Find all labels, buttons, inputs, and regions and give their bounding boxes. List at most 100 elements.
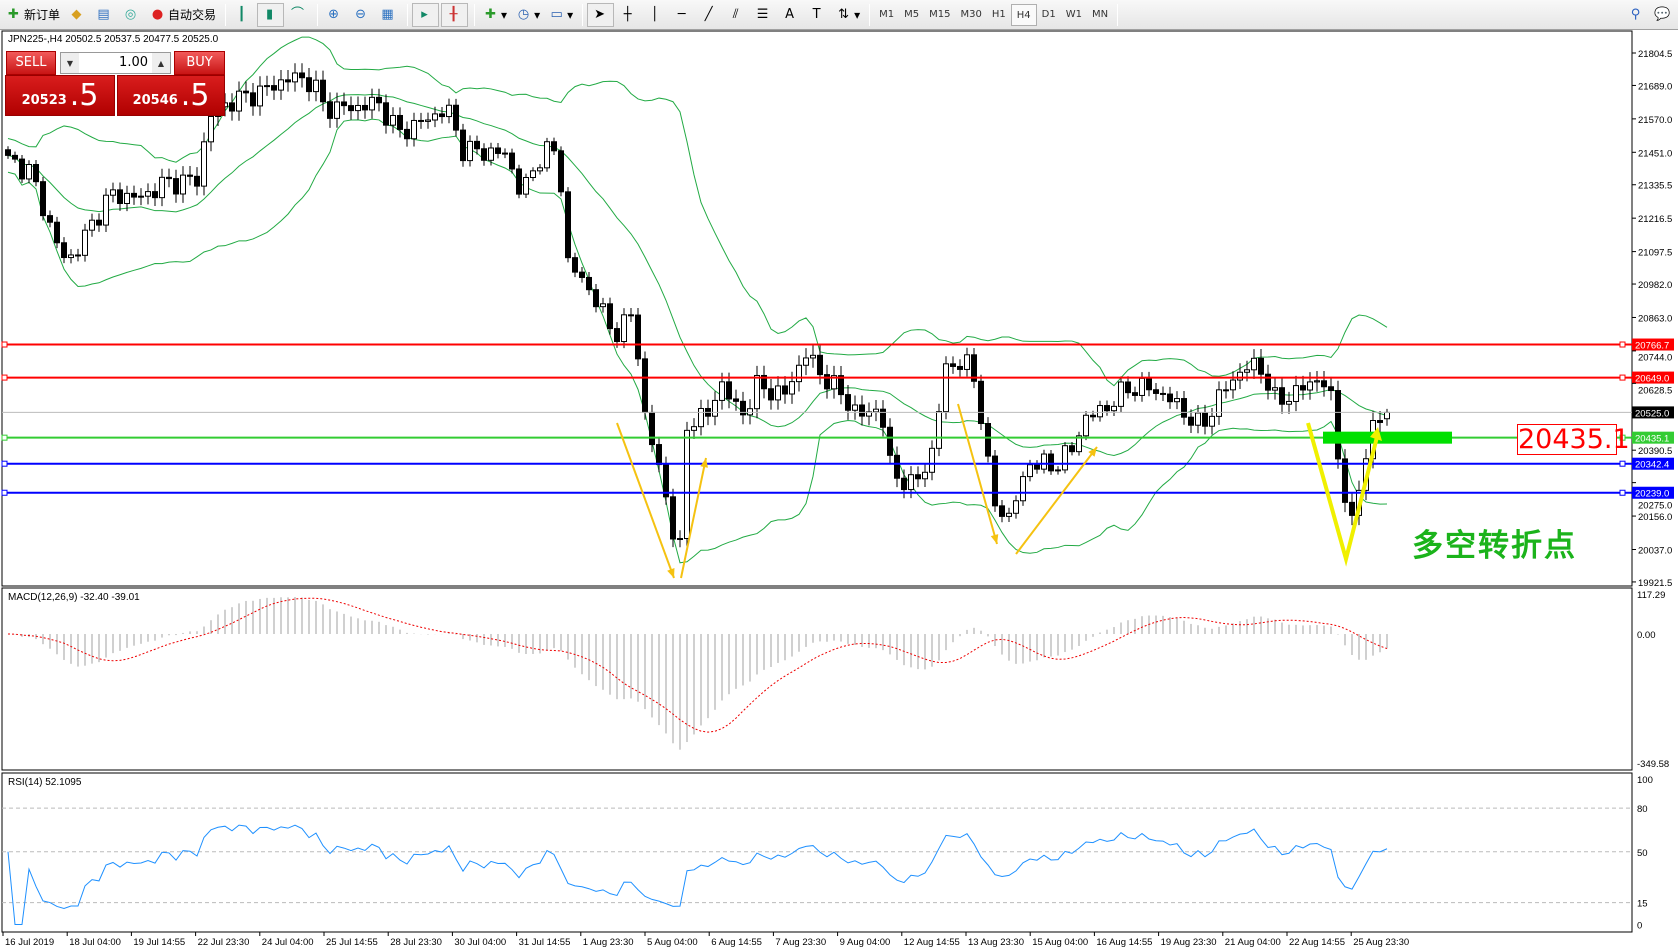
- timeframe-w1[interactable]: W1: [1065, 8, 1082, 20]
- level-handle: [1, 460, 8, 467]
- text-label-button[interactable]: T: [805, 3, 830, 27]
- timeframe-h4[interactable]: H4: [1010, 3, 1037, 26]
- candle: [152, 183, 158, 206]
- buy-price[interactable]: 20546.5: [117, 75, 225, 116]
- navigator-button[interactable]: ▤: [92, 3, 117, 27]
- search-button[interactable]: ⚲: [1624, 3, 1649, 27]
- horizontal-line-button[interactable]: ─: [670, 3, 695, 27]
- candle: [894, 446, 900, 488]
- sell-button[interactable]: SELL: [6, 51, 56, 75]
- bar-chart-button[interactable]: ┃: [230, 3, 255, 27]
- candle-body: [740, 400, 746, 416]
- candle: [684, 421, 690, 547]
- time-label: 31 Jul 14:55: [519, 937, 571, 948]
- candle-body: [866, 411, 872, 417]
- new-order-button[interactable]: ✚ 新订单: [2, 3, 63, 27]
- timeframe-m1[interactable]: M1: [879, 8, 895, 20]
- candle-body: [257, 85, 263, 107]
- candle: [824, 364, 830, 399]
- candle-body: [1216, 389, 1222, 417]
- auto-scroll-button[interactable]: ▸: [412, 2, 440, 27]
- market-watch-button[interactable]: ◆: [65, 3, 90, 27]
- zoom-out-button[interactable]: ⊖: [349, 3, 374, 27]
- line-chart-button[interactable]: ⌒: [286, 3, 311, 27]
- candle-body: [502, 152, 508, 155]
- timeframe-m5[interactable]: M5: [904, 8, 920, 20]
- time-label: 22 Aug 14:55: [1289, 937, 1345, 948]
- trendline-button[interactable]: ╱: [697, 3, 722, 27]
- chat-button[interactable]: 💬: [1651, 3, 1676, 27]
- candle-body: [551, 141, 557, 152]
- fibonacci-button[interactable]: ☰: [751, 3, 776, 27]
- candle-body: [411, 119, 417, 140]
- candle-body: [971, 354, 977, 382]
- candlestick-button[interactable]: ▮: [257, 2, 285, 27]
- candle-body: [495, 147, 501, 154]
- candle-body: [208, 115, 214, 143]
- candle: [593, 283, 599, 313]
- candle: [1314, 370, 1320, 392]
- horizontal-line-icon: ─: [677, 7, 686, 22]
- candle-body: [474, 140, 480, 150]
- candle: [299, 63, 305, 88]
- candle-body: [1244, 369, 1250, 373]
- cursor-button[interactable]: ➤: [587, 2, 615, 27]
- lot-increase-button[interactable]: ▲: [157, 58, 165, 68]
- time-label: 13 Aug 23:30: [968, 937, 1024, 948]
- buy-price-main: 20546: [132, 93, 178, 108]
- sell-price[interactable]: 20523.5: [5, 75, 115, 116]
- candle: [75, 248, 81, 262]
- lot-decrease-button[interactable]: ▼: [66, 58, 74, 68]
- candle-body: [117, 189, 123, 204]
- tile-windows-button[interactable]: ▦: [376, 3, 401, 27]
- rsi-pane: [2, 807, 1632, 925]
- candle-body: [229, 102, 235, 112]
- lot-stepper[interactable]: ▼ 1.00 ▲: [60, 52, 171, 74]
- terminal-button[interactable]: ◎: [119, 3, 144, 27]
- text-button[interactable]: A: [778, 3, 803, 27]
- indicators-button[interactable]: ✚ ▾: [479, 3, 510, 27]
- timeframe-h1[interactable]: H1: [991, 8, 1006, 20]
- candle-body: [194, 175, 200, 187]
- zoom-in-button[interactable]: ⊕: [322, 3, 347, 27]
- time-label: 15 Aug 04:00: [1032, 937, 1088, 948]
- candle-body: [299, 72, 305, 79]
- candle: [1286, 391, 1292, 414]
- timeframe-mn[interactable]: MN: [1091, 8, 1109, 20]
- buy-button[interactable]: BUY: [174, 51, 225, 75]
- candle: [838, 365, 844, 405]
- candle-body: [1223, 389, 1229, 392]
- zoom-out-icon: ⊖: [355, 7, 366, 22]
- crosshair-button[interactable]: ┼: [616, 3, 641, 27]
- arrows-button[interactable]: ⇅ ▾: [832, 3, 863, 27]
- templates-button[interactable]: ▭ ▾: [545, 3, 576, 27]
- lot-input[interactable]: 1.00: [79, 53, 152, 73]
- candle-body: [61, 242, 67, 259]
- arrow-head: [990, 534, 999, 544]
- timeframe-d1[interactable]: D1: [1041, 8, 1056, 20]
- candle: [1069, 441, 1075, 456]
- timeframe-m15[interactable]: M15: [929, 8, 951, 20]
- vertical-line-button[interactable]: │: [643, 3, 668, 27]
- turning-point-annotation: 多空转折点: [1412, 528, 1577, 564]
- candle-body: [649, 411, 655, 446]
- candle: [61, 237, 67, 264]
- candle-body: [1153, 389, 1159, 394]
- candle: [327, 92, 333, 128]
- chart-shift-button[interactable]: ╂: [441, 2, 469, 27]
- candle-body: [152, 191, 158, 199]
- periods-button[interactable]: ◷ ▾: [512, 3, 543, 27]
- auto-trading-button[interactable]: ● 自动交易: [146, 3, 219, 27]
- axes: 21804.5 21689.0 21570.0 21451.0 21335.5 21216…: [2, 49, 1672, 948]
- chart-area[interactable]: 20766.7 20649.0 20525.0 20435.1 20342.4 20239…: [0, 30, 1678, 948]
- timeframe-m30[interactable]: M30: [960, 8, 982, 20]
- price-tick-label: 20156.0: [1638, 512, 1672, 523]
- candle: [544, 137, 550, 172]
- price-tag-label: 20435.1: [1635, 434, 1669, 445]
- candle-body: [677, 538, 683, 541]
- price-tick-label: 20390.5: [1638, 446, 1672, 457]
- candle: [1377, 410, 1383, 433]
- channel-button[interactable]: ⫽: [724, 3, 749, 27]
- candle: [1195, 404, 1201, 434]
- candle-body: [47, 215, 53, 223]
